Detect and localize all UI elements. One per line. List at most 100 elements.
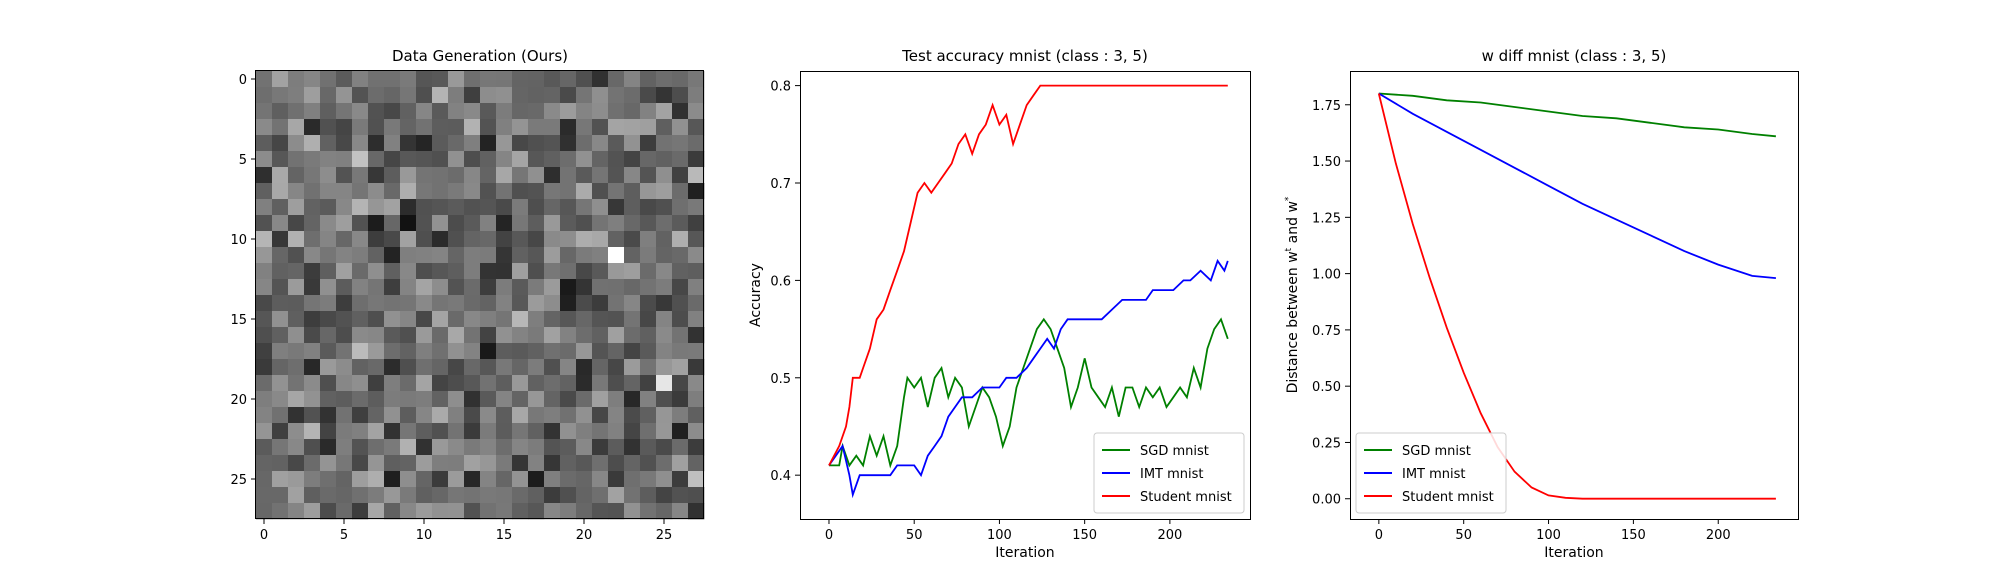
accuracy-ytick-label: 0.8 bbox=[770, 80, 791, 95]
heatmap-cell bbox=[432, 263, 449, 280]
heatmap-cell bbox=[384, 359, 401, 376]
heatmap-cell bbox=[464, 311, 481, 328]
heatmap-cell bbox=[480, 247, 497, 264]
heatmap-frame bbox=[255, 70, 704, 519]
heatmap-cell bbox=[416, 391, 433, 408]
heatmap-cell bbox=[352, 279, 369, 296]
heatmap-cell bbox=[304, 439, 321, 456]
heatmap-cell bbox=[512, 327, 529, 344]
heatmap-cell bbox=[272, 311, 289, 328]
heatmap-cell bbox=[624, 103, 641, 120]
heatmap-cell bbox=[256, 215, 273, 232]
heatmap-cell bbox=[576, 119, 593, 136]
heatmap-cell bbox=[256, 311, 273, 328]
heatmap-cell bbox=[672, 119, 689, 136]
heatmap-cell bbox=[672, 391, 689, 408]
heatmap-cell bbox=[416, 407, 433, 424]
heatmap-cell bbox=[336, 151, 353, 168]
heatmap-cell bbox=[544, 151, 561, 168]
heatmap-cell bbox=[384, 263, 401, 280]
heatmap-cell bbox=[384, 167, 401, 184]
heatmap-cell bbox=[560, 487, 577, 504]
heatmap-cell bbox=[352, 455, 369, 472]
heatmap-cell bbox=[592, 279, 609, 296]
heatmap-cell bbox=[256, 199, 273, 216]
heatmap-cell bbox=[624, 439, 641, 456]
heatmap-cell bbox=[480, 327, 497, 344]
heatmap-cell bbox=[320, 295, 337, 312]
heatmap-cell bbox=[512, 311, 529, 328]
heatmap-cell bbox=[560, 343, 577, 360]
heatmap-cell bbox=[336, 343, 353, 360]
heatmap-cell bbox=[640, 87, 657, 104]
heatmap-cell bbox=[304, 471, 321, 488]
heatmap-cell bbox=[256, 279, 273, 296]
heatmap-cell bbox=[272, 215, 289, 232]
heatmap-cell bbox=[288, 183, 305, 200]
heatmap-cell bbox=[352, 439, 369, 456]
heatmap-cell bbox=[592, 455, 609, 472]
heatmap-cell bbox=[336, 231, 353, 248]
accuracy-panel: Test accuracy mnist (class : 3, 5) Itera… bbox=[748, 47, 1251, 561]
heatmap-cell bbox=[464, 455, 481, 472]
heatmap-cell bbox=[448, 311, 465, 328]
accuracy-xtick-label: 100 bbox=[987, 528, 1012, 543]
heatmap-cell bbox=[496, 215, 513, 232]
heatmap-cell bbox=[656, 263, 673, 280]
heatmap-cell bbox=[672, 215, 689, 232]
heatmap-cell bbox=[656, 487, 673, 504]
heatmap-cell bbox=[608, 391, 625, 408]
heatmap-cell bbox=[416, 327, 433, 344]
heatmap-cell bbox=[576, 295, 593, 312]
heatmap-cell bbox=[368, 311, 385, 328]
heatmap-cell bbox=[400, 391, 417, 408]
heatmap-cell bbox=[464, 135, 481, 152]
heatmap-cell bbox=[592, 103, 609, 120]
heatmap-cell bbox=[416, 167, 433, 184]
heatmap-cell bbox=[544, 167, 561, 184]
heatmap-cell bbox=[656, 119, 673, 136]
heatmap-cell bbox=[288, 391, 305, 408]
heatmap-cell bbox=[432, 119, 449, 136]
heatmap-cell bbox=[352, 183, 369, 200]
heatmap-cell bbox=[448, 487, 465, 504]
heatmap-cell bbox=[640, 167, 657, 184]
heatmap-cell bbox=[656, 455, 673, 472]
heatmap-cell bbox=[512, 215, 529, 232]
heatmap-cell bbox=[608, 487, 625, 504]
heatmap-cell bbox=[576, 183, 593, 200]
heatmap-cell bbox=[288, 487, 305, 504]
wdiff-legend-label: Student mnist bbox=[1402, 490, 1494, 505]
heatmap-cell bbox=[432, 135, 449, 152]
heatmap-cell bbox=[368, 391, 385, 408]
heatmap-cell bbox=[608, 295, 625, 312]
heatmap-cell bbox=[592, 135, 609, 152]
heatmap-cell bbox=[672, 423, 689, 440]
heatmap-cell bbox=[256, 151, 273, 168]
heatmap-cell bbox=[640, 439, 657, 456]
heatmap-cell bbox=[672, 103, 689, 120]
heatmap-cell bbox=[384, 471, 401, 488]
heatmap-cell bbox=[656, 167, 673, 184]
wdiff-ylabel: Distance between wt and w* bbox=[1284, 196, 1301, 393]
heatmap-cell bbox=[496, 327, 513, 344]
heatmap-cell bbox=[496, 439, 513, 456]
heatmap-cell bbox=[544, 215, 561, 232]
heatmap-cell bbox=[480, 263, 497, 280]
heatmap-cell bbox=[432, 279, 449, 296]
heatmap-cell bbox=[576, 503, 593, 520]
heatmap-cell bbox=[336, 87, 353, 104]
heatmap-cell bbox=[544, 487, 561, 504]
heatmap-ytick-label: 20 bbox=[230, 393, 247, 408]
heatmap-cell bbox=[400, 167, 417, 184]
heatmap-cell bbox=[608, 455, 625, 472]
heatmap-cell bbox=[560, 295, 577, 312]
heatmap-cell bbox=[496, 391, 513, 408]
heatmap-cell bbox=[672, 231, 689, 248]
heatmap-cell bbox=[336, 487, 353, 504]
heatmap-cell bbox=[304, 263, 321, 280]
heatmap-cell bbox=[672, 503, 689, 520]
heatmap-cell bbox=[688, 151, 705, 168]
heatmap-cell bbox=[624, 343, 641, 360]
wdiff-ytick-label: 0.25 bbox=[1312, 436, 1341, 451]
